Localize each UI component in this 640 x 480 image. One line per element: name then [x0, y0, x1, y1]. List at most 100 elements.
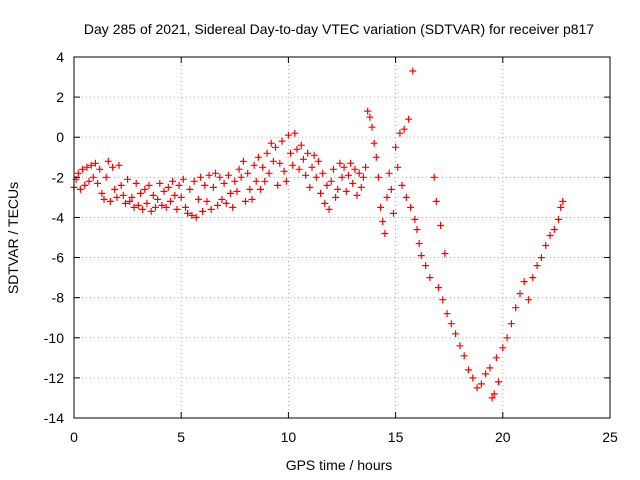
data-point [287, 149, 294, 157]
data-point [239, 157, 247, 165]
data-point [353, 191, 361, 199]
data-point [216, 173, 224, 181]
data-point [212, 169, 219, 177]
data-point [76, 185, 84, 193]
data-point [184, 209, 192, 217]
data-point [280, 167, 288, 175]
data-point [259, 163, 267, 171]
data-point [124, 175, 132, 183]
data-point [359, 173, 367, 181]
data-point [452, 330, 460, 338]
data-point [396, 129, 404, 137]
data-point [104, 157, 112, 165]
y-tick-label: 0 [56, 129, 64, 145]
data-point [188, 211, 196, 219]
data-point [132, 179, 140, 187]
data-point [156, 179, 164, 187]
data-point [405, 115, 412, 123]
data-point [477, 380, 485, 388]
data-point [141, 185, 149, 193]
data-point [117, 181, 125, 189]
data-point [430, 173, 438, 181]
data-point [102, 173, 110, 181]
y-axis-label: SDTVAR / TECUs [5, 182, 21, 294]
data-point [85, 177, 93, 185]
data-point [237, 173, 245, 181]
y-tick-label: -4 [52, 209, 65, 225]
data-point [119, 191, 127, 199]
data-point [227, 189, 234, 197]
data-point [173, 205, 181, 213]
data-point [147, 207, 155, 215]
data-point [400, 125, 408, 133]
data-point [263, 149, 271, 157]
data-point [364, 107, 372, 115]
data-point [182, 203, 189, 211]
data-point [192, 213, 200, 221]
data-point [312, 173, 320, 181]
data-point [368, 123, 376, 131]
data-point [385, 169, 393, 177]
data-point [257, 185, 264, 193]
data-point [293, 145, 301, 153]
data-point [122, 199, 129, 207]
data-point [546, 232, 554, 239]
data-point [402, 193, 410, 201]
data-point [224, 171, 232, 179]
data-point [265, 169, 273, 177]
data-point [233, 187, 241, 195]
data-point [267, 139, 275, 147]
data-point [314, 157, 322, 165]
data-point [152, 203, 159, 211]
data-point [344, 171, 352, 179]
data-point [158, 201, 166, 209]
data-point [413, 226, 421, 233]
data-point [197, 173, 204, 181]
data-point [499, 344, 507, 352]
data-point [139, 205, 147, 213]
data-point [490, 390, 498, 398]
data-point [96, 165, 104, 173]
chart-title: Day 285 of 2021, Sidereal Day-to-day VTE… [84, 21, 594, 37]
data-point [542, 242, 550, 249]
data-point [409, 67, 417, 75]
data-point [355, 169, 363, 177]
data-point [486, 364, 494, 372]
data-point [473, 384, 481, 392]
data-point [190, 177, 198, 185]
data-point [167, 197, 174, 205]
data-point [332, 193, 340, 201]
data-point [338, 173, 346, 181]
data-point [214, 201, 222, 209]
data-layer [70, 67, 567, 402]
data-point [308, 163, 316, 171]
data-point [100, 195, 108, 203]
data-point [317, 189, 325, 197]
data-point [246, 185, 254, 193]
x-tick-label: 0 [70, 429, 78, 445]
data-point [278, 137, 286, 145]
data-point [394, 163, 402, 171]
data-point [83, 163, 91, 171]
data-point [269, 157, 277, 165]
data-point [437, 222, 445, 229]
data-point [422, 262, 430, 270]
data-point [435, 284, 442, 292]
data-point [169, 177, 177, 185]
data-point [439, 296, 447, 304]
x-tick-label: 20 [495, 429, 511, 445]
data-point [334, 185, 342, 193]
data-point [555, 215, 562, 223]
data-point [357, 183, 365, 191]
grid-layer [74, 57, 610, 418]
data-point [74, 169, 82, 177]
data-point [465, 366, 472, 374]
y-tick-label: -14 [44, 410, 64, 426]
data-point [186, 185, 194, 193]
data-point [426, 274, 434, 282]
data-point [160, 187, 168, 195]
data-point [242, 197, 249, 205]
data-point [381, 230, 389, 237]
data-point [460, 352, 468, 360]
